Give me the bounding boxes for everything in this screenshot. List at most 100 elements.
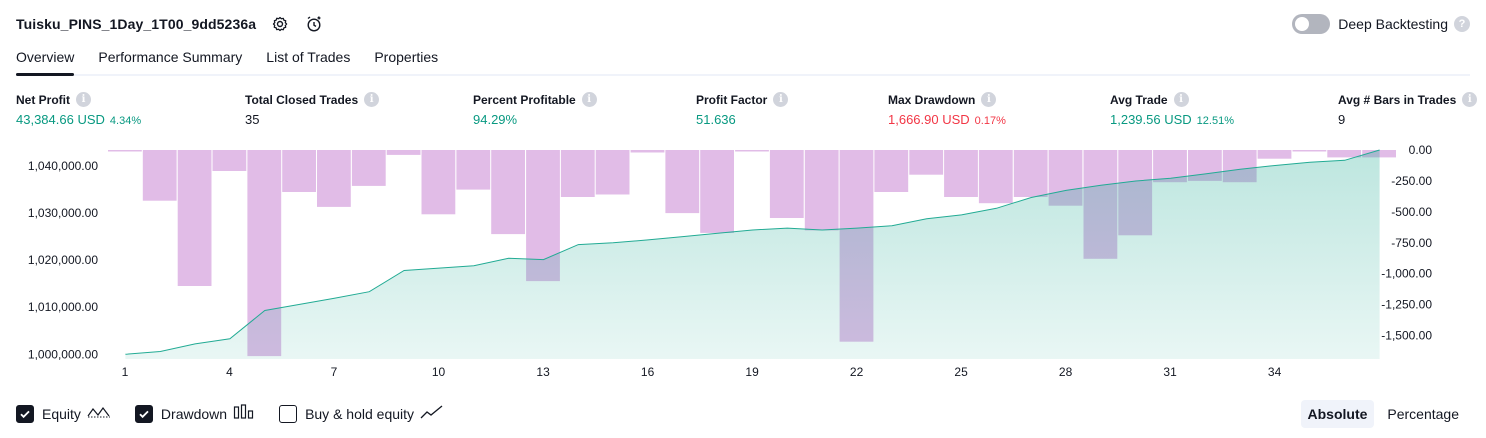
metric-avg-trade: Avg Trade i 1,239.56 USD 12.51% xyxy=(1110,92,1234,127)
metric-total-closed-trades: Total Closed Trades i 35 xyxy=(245,92,380,127)
drawdown-bar xyxy=(317,150,351,207)
metric-net-profit: Net Profit i 43,384.66 USD 4.34% xyxy=(16,92,141,127)
tab-list-of-trades[interactable]: List of Trades xyxy=(266,49,351,65)
info-icon[interactable]: i xyxy=(76,92,91,107)
metric-value: 1,239.56 USD xyxy=(1110,112,1192,127)
help-icon[interactable]: ? xyxy=(1454,16,1470,32)
x-axis-tick: 10 xyxy=(432,365,446,378)
report-tabs: Overview Performance Summary List of Tra… xyxy=(16,44,1470,76)
metric-value: 35 xyxy=(245,112,260,127)
absolute-button[interactable]: Absolute xyxy=(1300,400,1375,428)
left-axis-tick: 1,040,000.00 xyxy=(28,159,98,173)
legend-buy-hold-equity[interactable]: Buy & hold equity xyxy=(279,404,444,425)
drawdown-bar xyxy=(351,150,386,186)
buy-hold-checkbox[interactable] xyxy=(279,405,298,423)
metric-label: Net Profit xyxy=(16,92,70,107)
metric-label: Avg Trade xyxy=(1110,92,1168,107)
drawdown-bar xyxy=(1292,150,1327,152)
settings-gear-icon[interactable] xyxy=(270,14,290,34)
drawdown-bar xyxy=(177,150,212,286)
x-axis-tick: 4 xyxy=(226,365,233,378)
drawdown-bar xyxy=(560,150,595,197)
right-axis-tick: -1,500.00 xyxy=(1381,329,1432,343)
metric-label: Max Drawdown xyxy=(888,92,976,107)
add-alert-clock-icon[interactable] xyxy=(304,14,324,34)
tab-properties[interactable]: Properties xyxy=(374,49,439,65)
x-axis-tick: 1 xyxy=(122,365,129,378)
metric-avg-bars-in-trades: Avg # Bars in Trades i 9 xyxy=(1338,92,1478,127)
drawdown-bar xyxy=(108,150,142,152)
drawdown-bar xyxy=(769,150,804,218)
left-axis-tick: 1,020,000.00 xyxy=(28,253,98,267)
info-icon[interactable]: i xyxy=(581,92,597,107)
drawdown-bar xyxy=(944,150,978,197)
x-axis-tick: 34 xyxy=(1268,365,1282,378)
x-axis-tick: 25 xyxy=(954,365,968,378)
x-axis: 1 4 7 10 13 16 19 22 25 28 31 34 xyxy=(122,365,1282,378)
equity-checkbox[interactable] xyxy=(16,405,34,423)
metric-percent: 0.17% xyxy=(974,115,1006,127)
metric-label: Percent Profitable xyxy=(473,92,576,107)
drawdown-bar xyxy=(491,150,525,235)
info-icon[interactable]: i xyxy=(364,92,380,107)
metric-percent: 4.34% xyxy=(109,115,142,127)
drawdown-bar xyxy=(735,150,769,152)
x-axis-tick: 28 xyxy=(1059,365,1073,378)
equity-line xyxy=(125,149,1380,355)
equity-fill xyxy=(125,150,1380,359)
percentage-button[interactable]: Percentage xyxy=(1387,406,1459,422)
x-axis-tick: 19 xyxy=(745,365,759,378)
drawdown-bar xyxy=(595,150,630,195)
deep-backtesting-label: Deep Backtesting xyxy=(1338,16,1448,32)
metric-value: 43,384.66 USD xyxy=(16,112,105,127)
tab-performance-summary[interactable]: Performance Summary xyxy=(98,49,243,65)
legend-equity[interactable]: Equity xyxy=(16,404,111,425)
drawdown-bar xyxy=(142,150,177,201)
deep-backtesting-control: Deep Backtesting ? xyxy=(1292,12,1470,36)
right-axis-tick: -250.00 xyxy=(1391,174,1432,188)
chart-legend: Equity Drawdown Buy & hold equity xyxy=(16,403,468,425)
value-mode-switch: Absolute Percentage xyxy=(1295,400,1467,428)
drawdown-checkbox[interactable] xyxy=(134,405,153,423)
toggle-knob xyxy=(1295,17,1310,31)
right-axis-tick: -500.00 xyxy=(1391,205,1432,219)
drawdown-bar xyxy=(700,150,734,233)
legend-label: Buy & hold equity xyxy=(305,406,415,422)
equity-drawdown-chart[interactable]: 1,040,000.00 1,030,000.00 1,020,000.00 1,01… xyxy=(0,138,1486,378)
info-icon[interactable]: i xyxy=(1173,92,1189,107)
drawdown-bar xyxy=(909,150,944,175)
tab-overview[interactable]: Overview xyxy=(16,44,75,76)
x-axis-tick: 13 xyxy=(536,365,550,378)
right-axis: 0.00 -250.00 -500.00 -750.00 -1,000.00 -1,250… xyxy=(1381,143,1432,343)
drawdown-bar xyxy=(978,150,1013,204)
metric-profit-factor: Profit Factor i 51.636 xyxy=(696,92,789,127)
x-axis-tick: 31 xyxy=(1163,365,1177,378)
legend-label: Drawdown xyxy=(160,406,228,422)
info-icon[interactable]: i xyxy=(773,92,789,107)
drawdown-bar xyxy=(212,150,247,171)
x-axis-tick: 22 xyxy=(850,365,864,378)
legend-drawdown[interactable]: Drawdown xyxy=(134,403,255,425)
buy-hold-line-icon xyxy=(420,404,444,425)
drawdown-bar xyxy=(386,150,421,155)
deep-backtesting-toggle[interactable] xyxy=(1292,14,1331,34)
info-icon[interactable]: i xyxy=(1462,92,1478,107)
x-axis-tick: 7 xyxy=(331,365,338,378)
drawdown-bars-icon xyxy=(233,403,255,425)
right-axis-tick: -750.00 xyxy=(1391,236,1432,250)
info-icon[interactable]: i xyxy=(981,92,997,107)
left-axis: 1,040,000.00 1,030,000.00 1,020,000.00 1,01… xyxy=(28,159,98,361)
drawdown-bar xyxy=(1327,150,1362,158)
legend-label: Equity xyxy=(42,406,81,422)
metric-label: Total Closed Trades xyxy=(245,92,359,107)
drawdown-bar xyxy=(630,150,665,153)
strategy-title: Tuisku_PINS_1Day_1T00_9dd5236a xyxy=(16,16,257,32)
equity-area xyxy=(125,149,1380,359)
metric-value: 9 xyxy=(1338,112,1346,127)
equity-line-icon xyxy=(87,404,111,425)
right-axis-tick: 0.00 xyxy=(1409,143,1433,157)
drawdown-bar xyxy=(804,150,839,231)
drawdown-bar xyxy=(665,150,700,214)
metric-value: 51.636 xyxy=(696,112,736,127)
x-axis-tick: 16 xyxy=(641,365,655,378)
